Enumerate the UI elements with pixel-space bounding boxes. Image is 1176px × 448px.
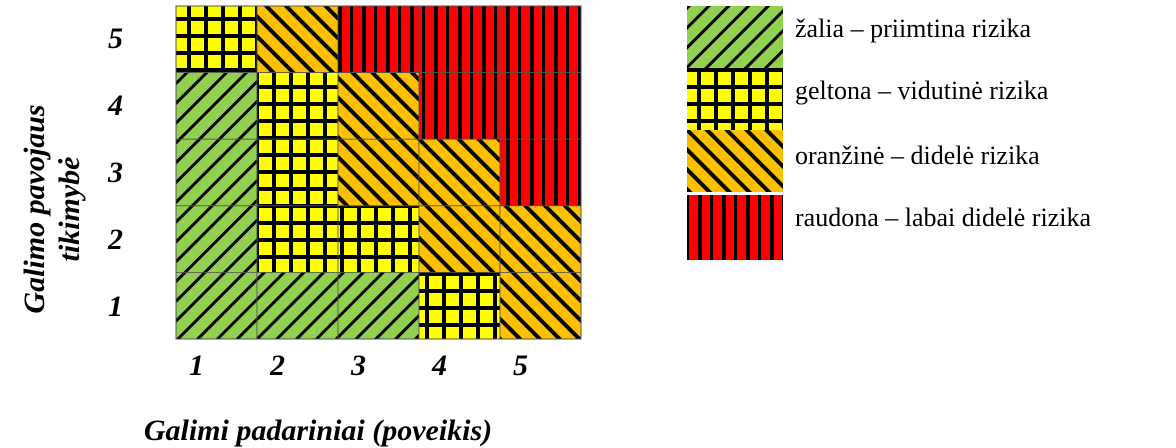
legend-swatch-green [687,6,783,68]
cell-p3-i3-orange [337,138,420,207]
cell-p5-i1-yellow [175,5,258,73]
cell-p1-i3-green [337,271,420,340]
y-label-4: 4 [107,89,123,122]
cell-p5-i3-red [337,5,420,73]
cell-p4-i5-red [499,72,582,140]
cell-p1-i1-green [175,271,258,340]
y-axis-title-line1: Galimo pavojaus [18,104,51,313]
matrix-border [175,5,582,340]
x-label-5: 5 [513,349,528,382]
cell-p5-i5-red [499,5,582,73]
cell-p1-i2-green [256,271,339,340]
cell-p1-i5-orange [499,271,582,340]
cell-p4-i1-green [175,72,258,140]
legend: žalia – priimtina rizika geltona – vidut… [687,6,1091,260]
cell-p3-i2-yellow [256,138,339,207]
legend-swatch-red [687,195,783,260]
x-label-3: 3 [350,349,366,382]
y-label-1: 1 [108,290,123,323]
x-label-4: 4 [431,349,447,382]
cell-p3-i4-orange [418,138,501,207]
cell-p4-i3-orange [337,72,420,140]
y-label-2: 2 [107,223,123,256]
cell-p2-i2-yellow [256,205,339,273]
x-label-2: 2 [269,349,285,382]
legend-label-yellow: geltona – vidutinė rizika [795,76,1049,105]
matrix-cells [175,5,582,340]
cell-p2-i3-yellow [337,205,420,273]
y-label-5: 5 [108,22,123,55]
y-axis-title-line2: tikimybė [53,157,86,262]
cell-p3-i1-green [175,138,258,207]
legend-label-red: raudona – labai didelė rizika [795,203,1091,232]
cell-p5-i2-orange [256,5,339,73]
legend-swatch-yellow [687,68,783,130]
cell-p1-i4-yellow [418,271,501,340]
cell-p4-i2-yellow [256,72,339,140]
cell-p3-i5-red [499,138,582,207]
cell-p5-i4-red [418,5,501,73]
cell-p2-i4-orange [418,205,501,273]
x-label-1: 1 [189,349,204,382]
cell-p2-i1-green [175,205,258,273]
y-label-3: 3 [107,156,123,189]
x-axis-title: Galimi padariniai (poveikis) [144,414,492,447]
cell-p4-i4-red [418,72,501,140]
legend-label-green: žalia – priimtina rizika [795,14,1032,43]
legend-swatch-orange [687,130,783,192]
cell-p2-i5-orange [499,205,582,273]
legend-label-orange: oranžinė – didelė rizika [795,141,1040,170]
